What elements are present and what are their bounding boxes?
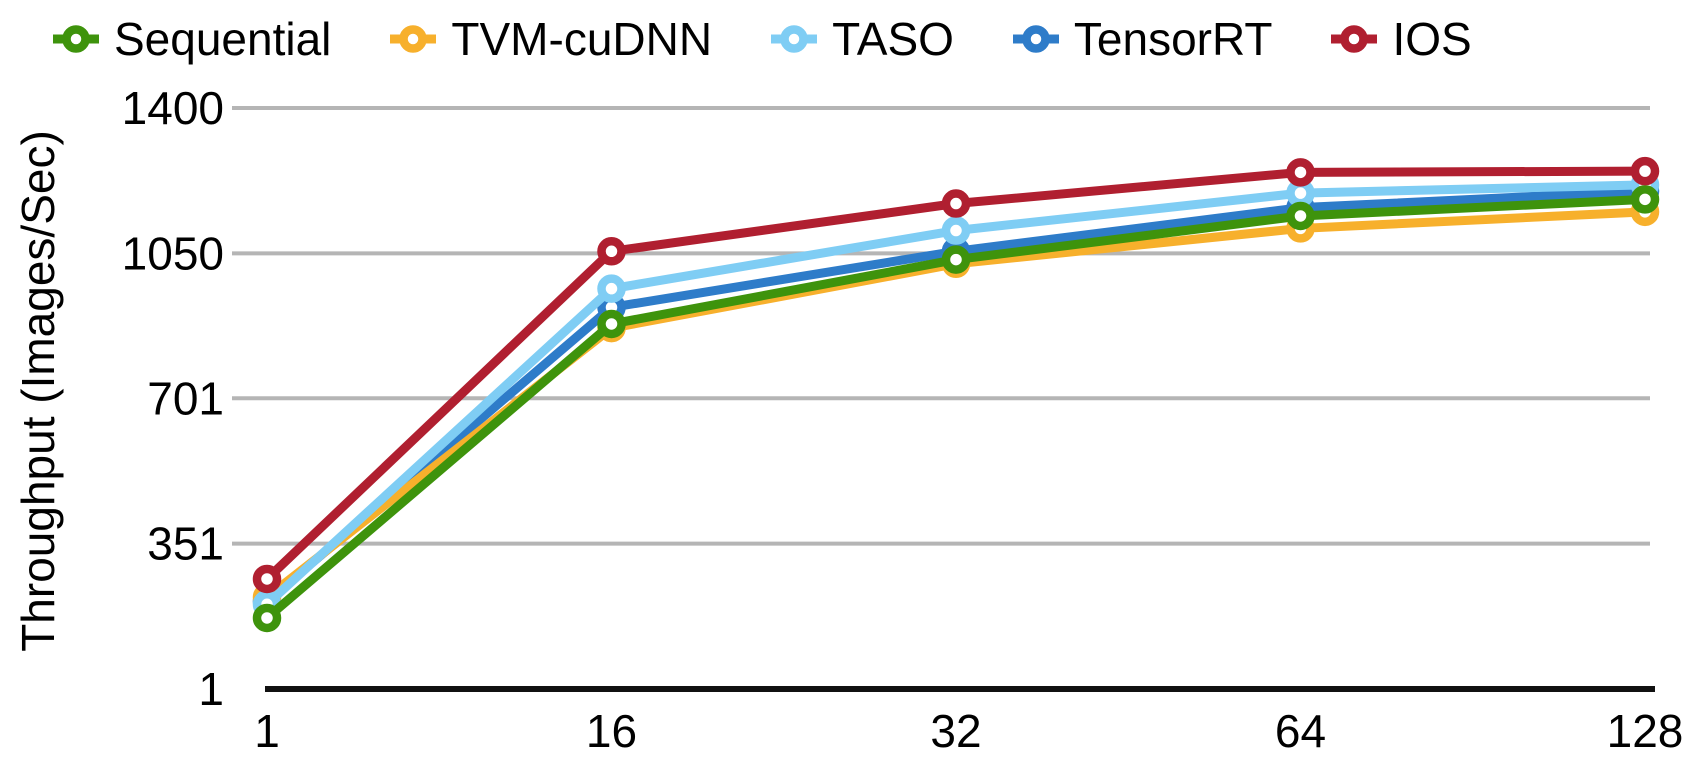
marker-taso (597, 274, 626, 303)
legend-label: TASO (832, 13, 954, 65)
marker-ios (1630, 156, 1660, 186)
x-tick-label: 16 (586, 705, 637, 757)
legend-item-sequential: Sequential (52, 16, 331, 62)
legend-item-tensorrt: TensorRT (1012, 13, 1273, 65)
line-marker-icon (390, 25, 437, 53)
x-tick-label: 64 (1275, 705, 1326, 757)
y-tick-label: 351 (147, 518, 224, 570)
x-tick-label: 128 (1607, 705, 1684, 757)
marker-sequential (941, 245, 971, 274)
marker-sequential (1630, 185, 1660, 214)
marker-sequential (597, 309, 626, 339)
x-tick-label: 32 (930, 705, 981, 757)
y-tick-label: 1050 (122, 227, 224, 279)
line-marker-icon (53, 25, 99, 53)
marker-ios (252, 564, 282, 594)
legend-label: Sequential (114, 13, 332, 65)
line-marker-icon (1331, 25, 1378, 53)
legend-item-taso: TASO (770, 16, 954, 62)
legend-label: TVM-cuDNN (451, 13, 713, 65)
marker-ios (941, 189, 971, 218)
line-marker-icon (1012, 25, 1059, 53)
legend-item-tvm-cudnn: TVM-cuDNN (389, 16, 712, 62)
marker-sequential (1286, 201, 1315, 231)
x-tick-label: 1 (254, 705, 280, 757)
marker-ios (1286, 158, 1315, 187)
legend: Sequential TVM-cuDNN TASO TensorRT IOS (52, 8, 1472, 70)
marker-sequential (252, 603, 282, 633)
marker-taso (941, 216, 971, 245)
y-tick-label: 701 (147, 372, 224, 424)
legend-item-ios: IOS (1330, 13, 1472, 65)
legend-label: IOS (1392, 13, 1472, 65)
y-tick-label: 1400 (122, 82, 224, 134)
legend-label: TensorRT (1073, 13, 1273, 65)
marker-ios (597, 237, 626, 266)
line-marker-icon (771, 25, 818, 53)
y-tick-label: 1 (198, 663, 224, 715)
